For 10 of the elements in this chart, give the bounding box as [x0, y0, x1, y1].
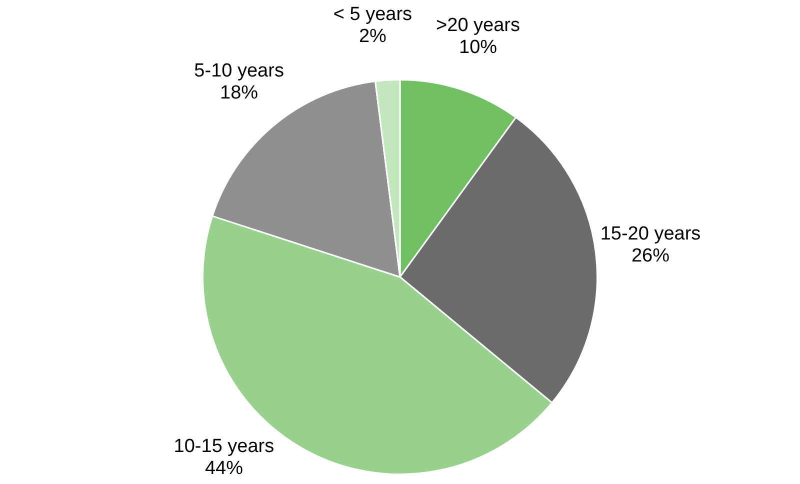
slice-label: >20 years [436, 15, 520, 36]
slice-label: < 5 years [333, 4, 412, 26]
data-label: 44% [204, 458, 244, 480]
data-label: 10% [459, 37, 498, 58]
data-label: 18% [220, 82, 258, 104]
slice-label: 5-10 years [194, 60, 284, 82]
data-label: 26% [631, 246, 670, 267]
slice-label: 10-15 years [174, 436, 274, 458]
slice-label: 15-20 years [600, 224, 701, 245]
data-label: 2% [358, 26, 387, 48]
